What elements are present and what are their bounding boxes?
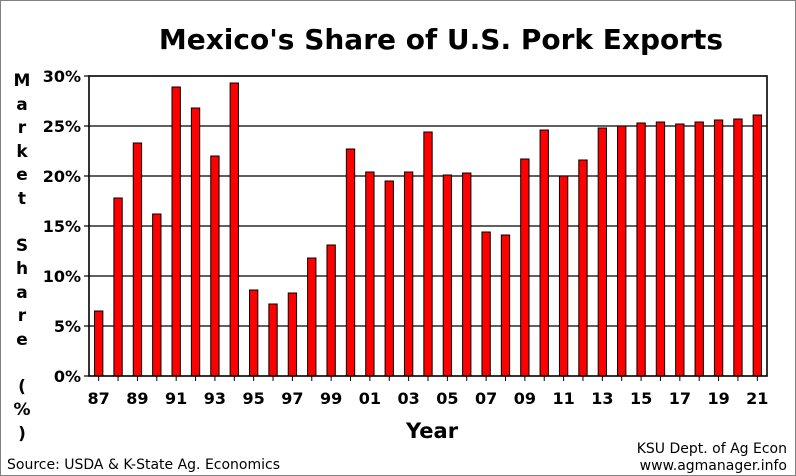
x-tick-label: 09 [514, 389, 536, 408]
x-tick-label: 03 [397, 389, 419, 408]
x-tick-label: 07 [475, 389, 497, 408]
bar-16 [655, 121, 666, 377]
x-tick-label: 95 [243, 389, 265, 408]
bar-95 [248, 289, 259, 377]
y-axis-label-letter: k [16, 141, 28, 162]
bar-08 [500, 234, 511, 377]
x-tick-label: 99 [320, 389, 342, 408]
y-tick-label: 10% [43, 267, 81, 286]
bar-20 [733, 118, 743, 377]
bar-92 [190, 107, 201, 377]
plot-border [88, 75, 768, 377]
bar-98 [307, 257, 317, 377]
bar-96 [268, 303, 278, 377]
bar-11 [558, 175, 569, 377]
x-tick-label: 91 [165, 389, 187, 408]
bar-87 [94, 310, 104, 377]
bar-91 [171, 86, 181, 377]
y-axis-label-letter: a [16, 94, 28, 115]
y-axis-label-letter: a [16, 282, 28, 303]
x-tick-label: 19 [707, 389, 729, 408]
chart-title: Mexico's Share of U.S. Pork Exports [158, 23, 724, 56]
y-axis-label-letter: M [13, 71, 31, 91]
bar-21 [752, 114, 762, 377]
bar-14 [617, 125, 627, 377]
x-tick-label: 13 [591, 389, 613, 408]
y-tick-label: 15% [43, 217, 81, 236]
y-tick-label: 20% [43, 167, 81, 186]
y-axis-label-letter: r [17, 118, 27, 138]
bar-18 [694, 121, 704, 377]
y-tick-label: 5% [54, 317, 81, 336]
x-axis-label: Year [406, 419, 459, 443]
y-axis-label-letter: h [15, 259, 29, 279]
y-axis-label-letter: e [16, 329, 28, 350]
credit-line-1: KSU Dept. of Ag Econ [636, 441, 787, 457]
y-axis-label-letter: ) [18, 423, 26, 444]
y-axis-label-letter: t [17, 188, 27, 209]
bar-02 [384, 180, 394, 377]
bar-89 [132, 142, 143, 377]
bar-00 [345, 148, 356, 377]
y-tick-label: 0% [54, 367, 81, 386]
bar-99 [326, 244, 336, 377]
x-tick-label: 01 [359, 389, 381, 408]
x-tick-label: 21 [746, 389, 768, 408]
bar-03 [403, 171, 414, 377]
source-note: Source: USDA & K-State Ag. Economics [7, 457, 281, 473]
y-axis-label-letter: % [13, 400, 31, 420]
bar-12 [578, 159, 588, 377]
x-tick-label: 87 [88, 389, 110, 408]
y-axis-label-letter: r [17, 306, 27, 326]
y-axis-label-letter: ( [18, 376, 26, 397]
x-tick-label: 15 [630, 389, 652, 408]
bar-90 [152, 213, 162, 377]
y-axis-label-letter: e [16, 165, 28, 185]
y-tick-label: 25% [43, 117, 81, 136]
bar-09 [520, 158, 530, 377]
credit-note: KSU Dept. of Ag Econ www.agmanager.info [637, 441, 787, 475]
bar-07 [481, 231, 491, 377]
bar-97 [287, 292, 298, 377]
bar-10 [539, 129, 549, 377]
y-axis-label-letter: S [15, 235, 29, 256]
x-tick-label: 11 [552, 389, 574, 408]
bar-19 [713, 119, 724, 377]
x-tick-label: 89 [126, 389, 148, 408]
bar-05 [442, 174, 453, 377]
bar-01 [365, 171, 375, 377]
bar-17 [675, 123, 685, 377]
x-tick-label: 97 [281, 389, 303, 408]
bar-15 [636, 122, 646, 377]
y-tick-label: 30% [43, 67, 81, 86]
x-tick-label: 17 [669, 389, 691, 408]
bar-06 [462, 172, 472, 377]
bar-94 [229, 82, 239, 377]
x-tick-label: 93 [204, 389, 226, 408]
bar-13 [597, 127, 608, 377]
bar-88 [113, 197, 123, 377]
credit-line-2: www.agmanager.info [639, 458, 787, 474]
bar-93 [210, 155, 220, 377]
x-tick-label: 05 [436, 389, 458, 408]
bar-04 [423, 131, 433, 377]
